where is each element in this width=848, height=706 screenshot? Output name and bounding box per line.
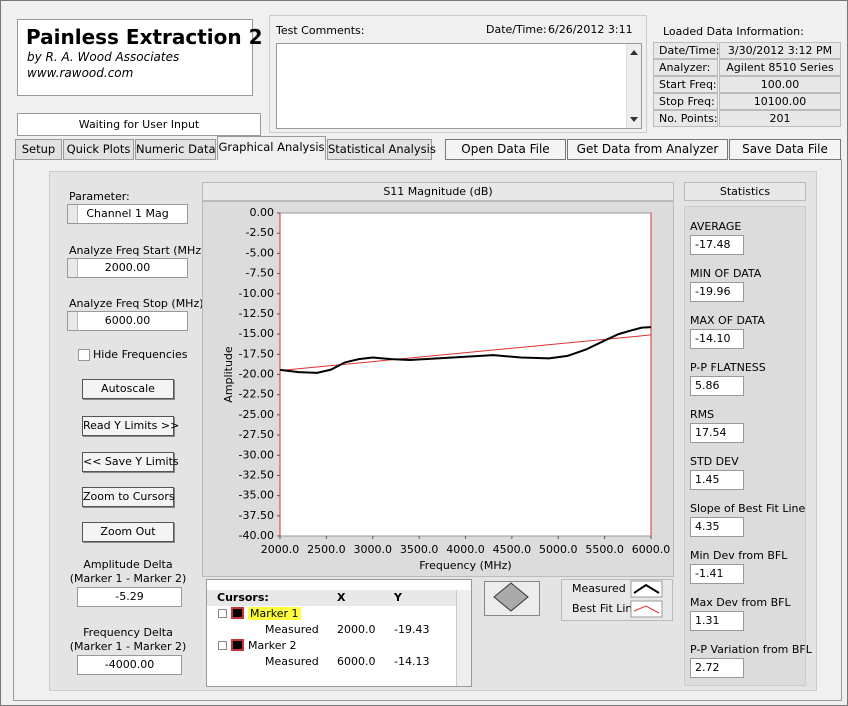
stat-label: AVERAGE xyxy=(690,220,742,233)
checkbox[interactable] xyxy=(78,349,90,361)
comments-input[interactable] xyxy=(276,43,642,129)
expander xyxy=(218,641,227,650)
spinner xyxy=(68,205,78,223)
button[interactable]: << Save Y Limits xyxy=(82,452,179,472)
delta-label: (Marker 1 - Marker 2) xyxy=(69,640,187,653)
comments-label: Test Comments: xyxy=(276,24,365,37)
info-value: 201 xyxy=(719,110,841,127)
datetime-label: Date/Time: xyxy=(486,23,547,36)
button[interactable]: Open Data File xyxy=(445,139,566,160)
url: www.rawood.com xyxy=(27,66,134,80)
stat-value: -17.48 xyxy=(690,235,744,255)
delta-value: -5.29 xyxy=(77,587,182,607)
cursor-x: 2000.0 xyxy=(337,623,376,636)
marker-icon xyxy=(231,639,244,651)
ring-box[interactable]: 2000.00 xyxy=(67,258,188,278)
button[interactable]: Zoom Out xyxy=(82,522,174,542)
button[interactable]: Autoscale xyxy=(82,379,174,399)
scrollbar xyxy=(626,44,641,128)
stat-label: MIN OF DATA xyxy=(690,267,762,280)
stat-label: RMS xyxy=(690,408,715,421)
cursor-name: Marker 2 xyxy=(248,639,297,652)
info-label: No. Points: xyxy=(653,110,718,127)
info-label: Date/Time: xyxy=(653,42,720,59)
stat-value: 1.31 xyxy=(690,611,744,631)
chart-title: S11 Magnitude (dB) xyxy=(202,182,674,201)
cursor-header-row xyxy=(207,590,457,606)
checkbox-label: Hide Frequencies xyxy=(93,348,188,361)
expander xyxy=(218,609,227,618)
stat-value: -19.96 xyxy=(690,282,744,302)
tab[interactable]: Setup xyxy=(15,139,62,160)
cursor-header: Y xyxy=(394,591,402,604)
datetime-value: 6/26/2012 3:11 xyxy=(548,23,633,36)
cursor-name: Measured xyxy=(265,623,319,636)
stat-label: P-P FLATNESS xyxy=(690,361,766,374)
delta-label: Amplitude Delta xyxy=(83,558,173,571)
delta-value: -4000.00 xyxy=(77,655,182,675)
cursor-name: Measured xyxy=(265,655,319,668)
spinner xyxy=(68,312,78,330)
button[interactable]: Save Data File xyxy=(729,139,841,160)
stat-value: -14.10 xyxy=(690,329,744,349)
cursor-name: Marker 1 xyxy=(248,607,301,620)
tab-panel xyxy=(13,159,842,701)
button[interactable]: Get Data from Analyzer xyxy=(567,139,728,160)
stat-value: 4.35 xyxy=(690,517,744,537)
info-label: Start Freq: xyxy=(653,76,718,93)
scroll-down xyxy=(630,117,638,122)
stat-value: 5.86 xyxy=(690,376,744,396)
info-value: 3/30/2012 3:12 PM xyxy=(719,42,841,59)
stats-title: Statistics xyxy=(684,182,806,201)
comments-frame xyxy=(269,15,647,133)
info-value: 100.00 xyxy=(719,76,841,93)
app-title: Painless Extraction 2 xyxy=(26,25,263,49)
button[interactable]: Zoom to Cursors xyxy=(82,487,175,507)
ring-box[interactable]: 6000.00 xyxy=(67,311,188,331)
stat-label: STD DEV xyxy=(690,455,739,468)
chart-area xyxy=(202,201,674,577)
delta-label: Frequency Delta xyxy=(83,626,173,639)
stat-label: MAX OF DATA xyxy=(690,314,765,327)
legend-label: Measured xyxy=(572,582,626,595)
spinner xyxy=(68,259,78,277)
cursor-scrollbar xyxy=(456,590,471,686)
title-box xyxy=(17,19,253,96)
stat-value: 2.72 xyxy=(690,658,744,678)
info-value: 10100.00 xyxy=(719,93,841,110)
tab[interactable]: Graphical Analysis xyxy=(217,136,326,160)
ring-box[interactable]: Channel 1 Mag xyxy=(67,204,188,224)
cursor-header: Cursors: xyxy=(217,591,269,604)
stat-value: -1.41 xyxy=(690,564,744,584)
stat-value: 1.45 xyxy=(690,470,744,490)
tab[interactable]: Quick Plots xyxy=(63,139,134,160)
loaded-title: Loaded Data Information: xyxy=(663,25,804,38)
field-label: Parameter: xyxy=(69,190,130,203)
stat-label: Max Dev from BFL xyxy=(690,596,791,609)
cursor-y: -14.13 xyxy=(394,655,430,668)
cursor-y: -19.43 xyxy=(394,623,430,636)
stat-label: Slope of Best Fit Line xyxy=(690,502,806,515)
marker-icon xyxy=(231,607,244,619)
nav-button[interactable] xyxy=(484,581,540,616)
field-label: Analyze Freq Stop (MHz) xyxy=(69,297,204,310)
tab[interactable]: Statistical Analysis xyxy=(327,139,436,160)
info-value: Agilent 8510 Series xyxy=(719,59,841,76)
cursor-x: 6000.0 xyxy=(337,655,376,668)
status-box: Waiting for User Input xyxy=(17,113,261,136)
button[interactable]: Read Y Limits >> xyxy=(82,416,179,436)
info-label: Stop Freq: xyxy=(653,93,718,110)
delta-label: (Marker 1 - Marker 2) xyxy=(69,572,187,585)
stat-label: P-P Variation from BFL xyxy=(690,643,812,656)
field-label: Analyze Freq Start (MHz) xyxy=(69,244,206,257)
cursor-header: X xyxy=(337,591,346,604)
info-label: Analyzer: xyxy=(653,59,718,76)
author: by R. A. Wood Associates xyxy=(27,50,180,64)
stat-value: 17.54 xyxy=(690,423,744,443)
tab[interactable]: Numeric Data xyxy=(135,139,216,160)
stat-label: Min Dev from BFL xyxy=(690,549,788,562)
legend-label: Best Fit Line xyxy=(572,602,640,615)
scroll-up xyxy=(630,50,638,55)
